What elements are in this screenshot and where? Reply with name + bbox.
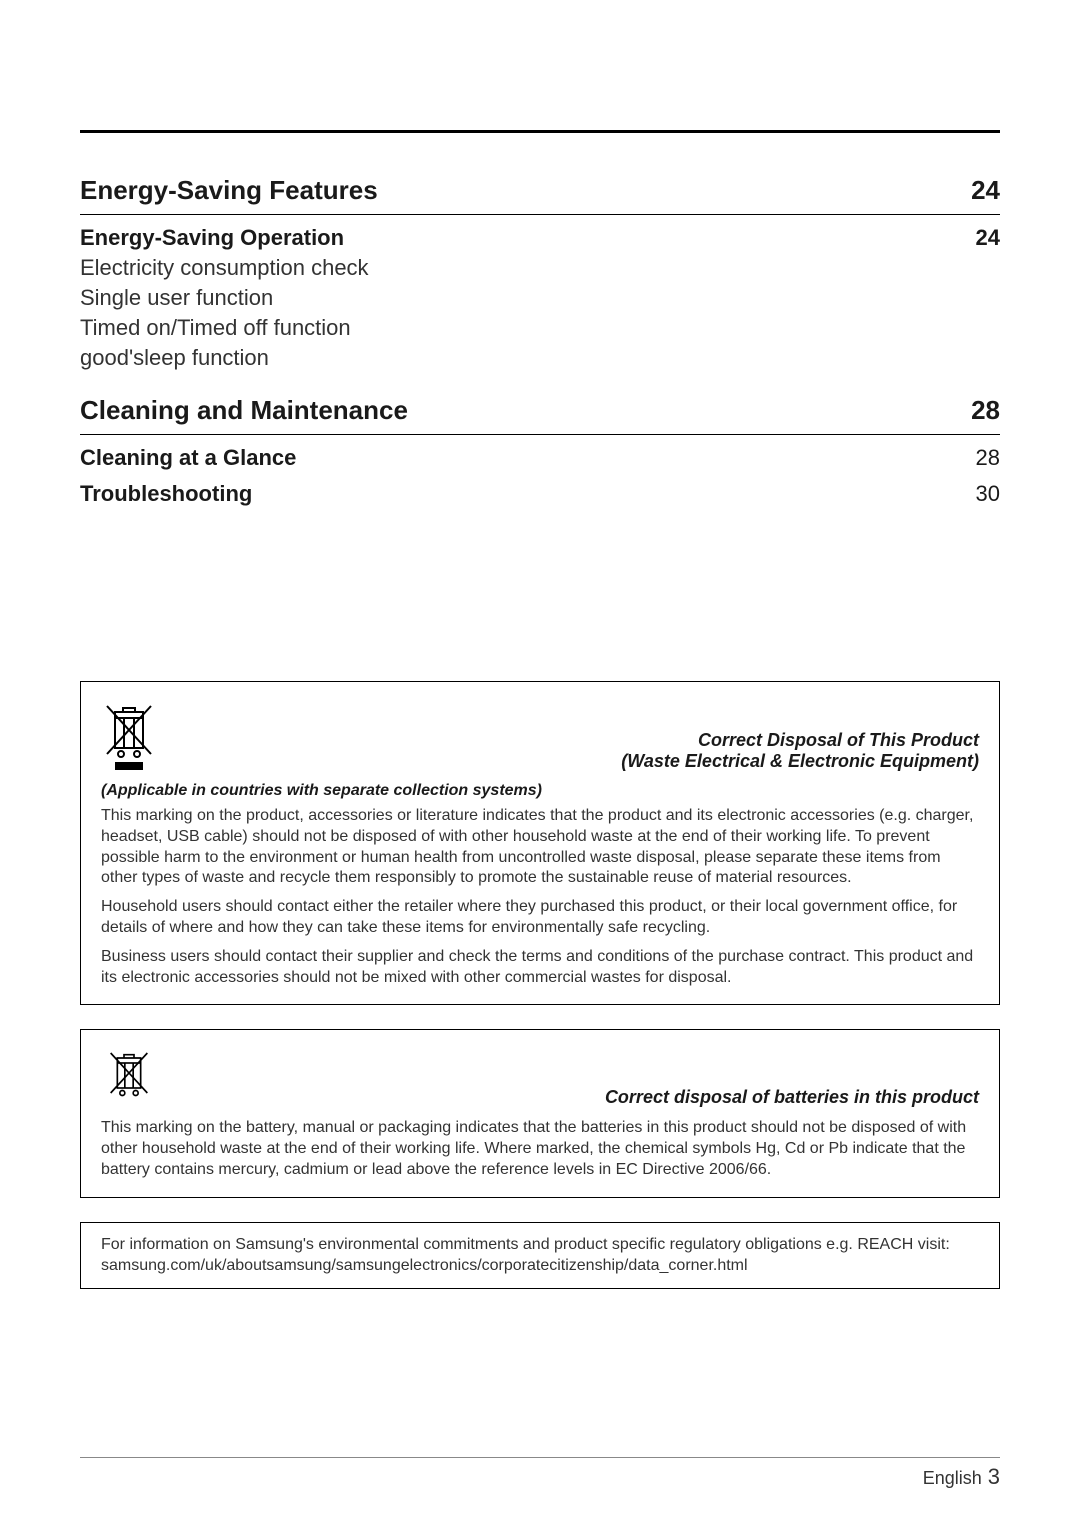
toc-row-cleaning: Cleaning at a Glance 28 (80, 445, 1000, 471)
disposal-battery-box: Correct disposal of batteries in this pr… (80, 1029, 1000, 1197)
toc-item: good'sleep function (80, 345, 1000, 371)
toc-heading-title: Cleaning and Maintenance (80, 395, 408, 426)
toc-row-troubleshooting: Troubleshooting 30 (80, 481, 1000, 507)
weee-bin-icon (101, 700, 157, 772)
toc-section-energy: Energy-Saving Features 24 Energy-Saving … (80, 175, 1000, 371)
box-title-line2: (Waste Electrical & Electronic Equipment… (177, 751, 979, 772)
toc-heading-page: 24 (971, 175, 1000, 206)
toc-heading-page: 28 (971, 395, 1000, 426)
box-paragraph: For information on Samsung's environment… (101, 1235, 979, 1277)
box-paragraph: This marking on the battery, manual or p… (101, 1118, 979, 1180)
toc-heading-cleaning: Cleaning and Maintenance 28 (80, 395, 1000, 435)
disposal-product-box: Correct Disposal of This Product (Waste … (80, 681, 1000, 1005)
toc-item: Electricity consumption check (80, 255, 1000, 281)
toc-row-title: Cleaning at a Glance (80, 445, 296, 471)
box-title: Correct disposal of batteries in this pr… (177, 1087, 979, 1108)
footer-language: English (923, 1468, 982, 1489)
toc-sub-operation: Energy-Saving Operation 24 (80, 225, 1000, 251)
toc-sub-title: Energy-Saving Operation (80, 225, 344, 251)
box-title-line1: Correct Disposal of This Product (177, 730, 979, 751)
top-rule (80, 130, 1000, 133)
box-paragraph: Household users should contact either th… (101, 897, 979, 939)
box-paragraph: Business users should contact their supp… (101, 947, 979, 989)
toc-section-cleaning: Cleaning and Maintenance 28 Cleaning at … (80, 395, 1000, 507)
box-subtitle: (Applicable in countries with separate c… (101, 782, 979, 800)
box-header: Correct disposal of batteries in this pr… (101, 1048, 979, 1108)
toc-row-page: 28 (976, 445, 1000, 471)
box-title: Correct Disposal of This Product (Waste … (177, 730, 979, 772)
footer-page-number: 3 (988, 1464, 1000, 1490)
box-header: Correct Disposal of This Product (Waste … (101, 700, 979, 772)
toc-row-title: Troubleshooting (80, 481, 252, 507)
toc-item: Single user function (80, 285, 1000, 311)
page-footer: English 3 (80, 1457, 1000, 1490)
weee-bin-icon (101, 1048, 157, 1108)
toc-row-page: 30 (976, 481, 1000, 507)
toc-heading-title: Energy-Saving Features (80, 175, 378, 206)
toc-item: Timed on/Timed off function (80, 315, 1000, 341)
reach-info-box: For information on Samsung's environment… (80, 1222, 1000, 1290)
box-paragraph: This marking on the product, accessories… (101, 806, 979, 889)
toc-sub-page: 24 (976, 225, 1000, 251)
toc-heading-energy: Energy-Saving Features 24 (80, 175, 1000, 215)
